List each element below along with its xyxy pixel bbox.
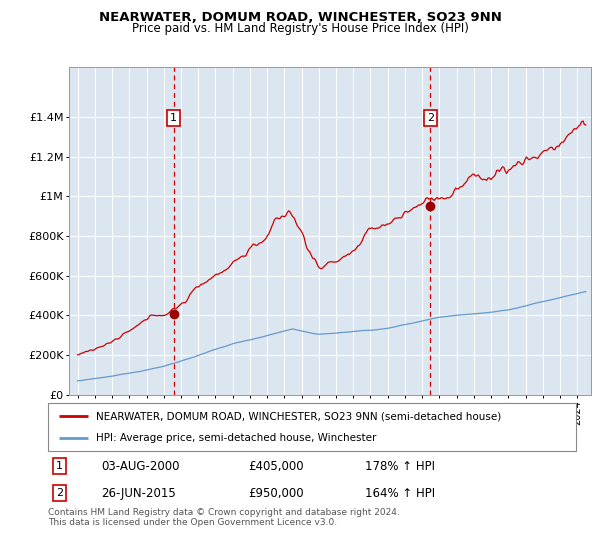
Text: 03-AUG-2000: 03-AUG-2000 bbox=[101, 460, 179, 473]
Text: 164% ↑ HPI: 164% ↑ HPI bbox=[365, 487, 435, 500]
Text: £405,000: £405,000 bbox=[248, 460, 304, 473]
Text: NEARWATER, DOMUM ROAD, WINCHESTER, SO23 9NN: NEARWATER, DOMUM ROAD, WINCHESTER, SO23 … bbox=[98, 11, 502, 24]
Text: 2: 2 bbox=[427, 113, 434, 123]
Text: Price paid vs. HM Land Registry's House Price Index (HPI): Price paid vs. HM Land Registry's House … bbox=[131, 22, 469, 35]
Text: 1: 1 bbox=[170, 113, 177, 123]
Text: 2: 2 bbox=[56, 488, 63, 498]
Text: HPI: Average price, semi-detached house, Winchester: HPI: Average price, semi-detached house,… bbox=[95, 433, 376, 443]
Text: £950,000: £950,000 bbox=[248, 487, 304, 500]
Text: 26-JUN-2015: 26-JUN-2015 bbox=[101, 487, 176, 500]
Text: NEARWATER, DOMUM ROAD, WINCHESTER, SO23 9NN (semi-detached house): NEARWATER, DOMUM ROAD, WINCHESTER, SO23 … bbox=[95, 411, 501, 421]
Text: Contains HM Land Registry data © Crown copyright and database right 2024.
This d: Contains HM Land Registry data © Crown c… bbox=[48, 508, 400, 528]
Text: 178% ↑ HPI: 178% ↑ HPI bbox=[365, 460, 435, 473]
Text: 1: 1 bbox=[56, 461, 63, 471]
